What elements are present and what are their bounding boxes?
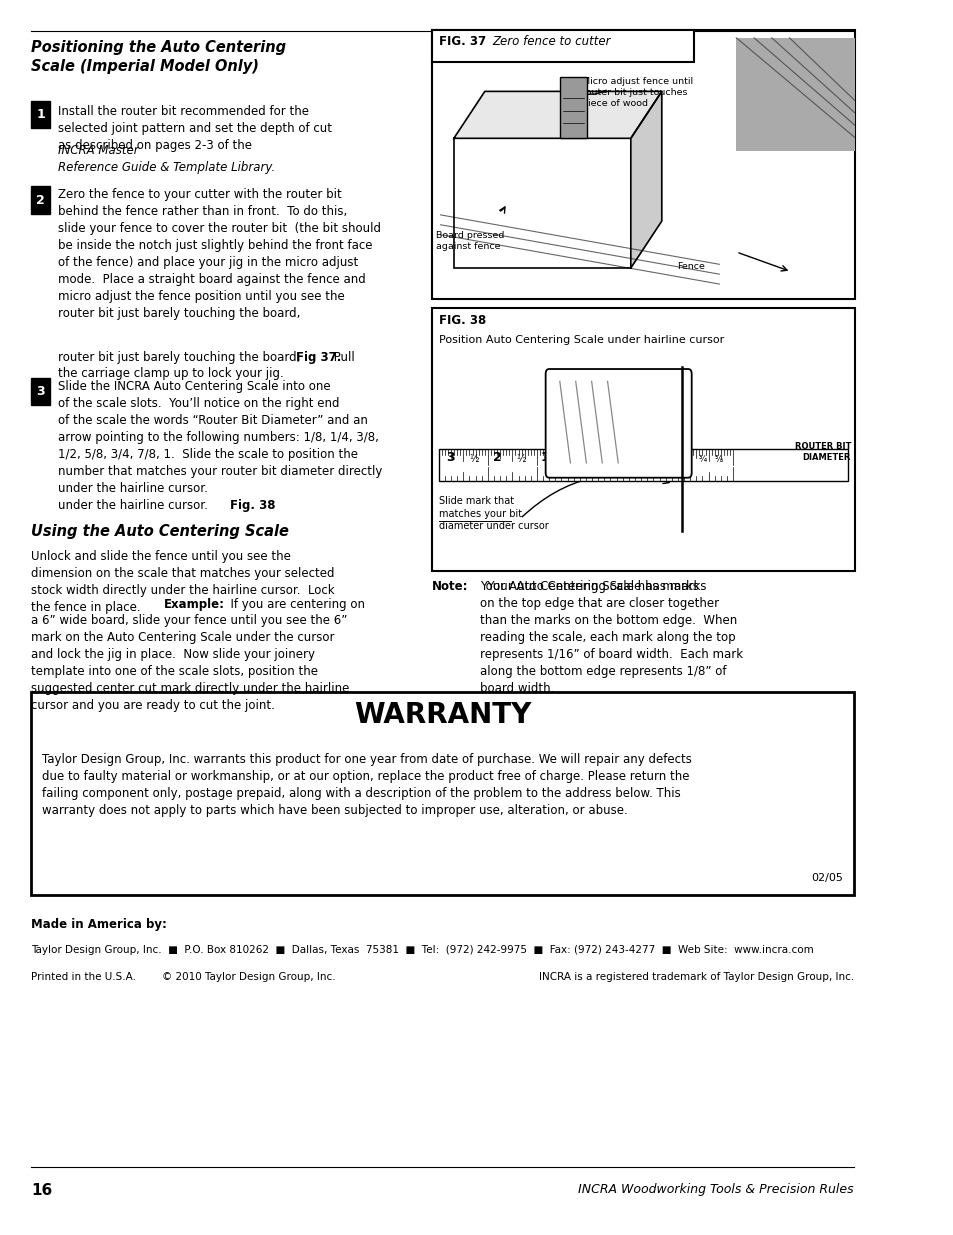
Bar <box>30 692 853 895</box>
Text: 3: 3 <box>446 451 455 464</box>
Text: 1: 1 <box>36 109 45 121</box>
Text: 2: 2 <box>493 451 501 464</box>
Text: INCRA Master
Reference Guide & Template Library.: INCRA Master Reference Guide & Template … <box>57 144 274 174</box>
Text: Example:: Example: <box>164 598 225 611</box>
Text: the carriage clamp up to lock your jig.: the carriage clamp up to lock your jig. <box>57 367 283 380</box>
Text: ½: ½ <box>469 454 478 464</box>
Bar <box>30 101 51 128</box>
Text: 1: 1 <box>539 451 549 464</box>
Text: FIG. 37: FIG. 37 <box>438 35 485 48</box>
Text: Using the Auto Centering Scale: Using the Auto Centering Scale <box>30 524 289 538</box>
Text: Made in America by:: Made in America by: <box>30 918 167 931</box>
Text: router bit just barely touching the board,: router bit just barely touching the boar… <box>57 351 303 364</box>
Bar <box>30 186 51 214</box>
Bar <box>432 30 693 62</box>
Text: Fig. 38: Fig. 38 <box>230 499 275 513</box>
Text: Pull: Pull <box>330 351 355 364</box>
Text: 02/05: 02/05 <box>810 873 842 883</box>
Text: ROUTER BIT
DIAMETER: ROUTER BIT DIAMETER <box>794 442 850 462</box>
Text: Unlock and slide the fence until you see the
dimension on the scale that matches: Unlock and slide the fence until you see… <box>30 550 335 614</box>
Text: Taylor Design Group, Inc. warrants this product for one year from date of purcha: Taylor Design Group, Inc. warrants this … <box>42 753 691 818</box>
Text: INCRA Woodworking Tools & Precision Rules: INCRA Woodworking Tools & Precision Rule… <box>578 1183 853 1197</box>
Text: Positioning the Auto Centering
Scale (Imperial Model Only): Positioning the Auto Centering Scale (Im… <box>30 40 286 74</box>
Bar <box>30 378 51 405</box>
Bar <box>438 450 846 482</box>
Polygon shape <box>454 91 661 138</box>
Text: Fig 37.: Fig 37. <box>296 351 341 364</box>
Text: 2: 2 <box>36 194 45 206</box>
Text: Position Auto Centering Scale under hairline cursor: Position Auto Centering Scale under hair… <box>438 335 723 345</box>
Text: Taylor Design Group, Inc.  ■  P.O. Box 810262  ■  Dallas, Texas  75381  ■  Tel: : Taylor Design Group, Inc. ■ P.O. Box 810… <box>30 945 813 955</box>
Text: Zero fence to cutter: Zero fence to cutter <box>492 35 610 48</box>
Text: 3: 3 <box>36 385 45 398</box>
Text: FIG. 38: FIG. 38 <box>438 314 486 327</box>
Text: ¾: ¾ <box>698 456 706 464</box>
Bar <box>454 138 630 268</box>
Text: ⅛: ⅛ <box>661 456 669 464</box>
Text: Your Auto Centering Scale has marks: Your Auto Centering Scale has marks <box>480 580 706 594</box>
Text: Micro adjust fence until
router bit just touches
piece of wood: Micro adjust fence until router bit just… <box>581 77 693 107</box>
Text: Note:: Note: <box>432 580 468 594</box>
Text: If you are centering on: If you are centering on <box>223 598 365 611</box>
Text: Board pressed
against fence: Board pressed against fence <box>436 231 504 251</box>
Bar <box>432 30 854 299</box>
Text: 16: 16 <box>30 1183 52 1198</box>
Text: ⅝: ⅝ <box>714 456 722 464</box>
Text: ½: ½ <box>639 456 646 464</box>
Text: Zero the fence to your cutter with the router bit
behind the fence rather than i: Zero the fence to your cutter with the r… <box>57 188 380 320</box>
Text: INCRA is a registered trademark of Taylor Design Group, Inc.: INCRA is a registered trademark of Taylo… <box>537 972 853 982</box>
Text: Install the router bit recommended for the
selected joint pattern and set the de: Install the router bit recommended for t… <box>57 105 331 152</box>
Text: ½: ½ <box>516 454 525 464</box>
Text: ⅜: ⅜ <box>679 456 687 464</box>
Bar <box>432 308 854 571</box>
Text: Fence: Fence <box>677 262 704 270</box>
Text: under the hairline cursor.: under the hairline cursor. <box>57 499 214 513</box>
Polygon shape <box>630 91 661 268</box>
Text: Your Auto Centering Scale has marks
on the top edge that are closer together
tha: Your Auto Centering Scale has marks on t… <box>480 580 742 695</box>
Bar <box>559 77 586 138</box>
Text: WARRANTY: WARRANTY <box>354 701 531 730</box>
Bar <box>736 38 854 151</box>
Text: Slide the INCRA Auto Centering Scale into one
of the scale slots.  You’ll notice: Slide the INCRA Auto Centering Scale int… <box>57 380 381 495</box>
Text: Slide mark that
matches your bit
diameter under cursor: Slide mark that matches your bit diamete… <box>438 496 548 531</box>
Text: a 6” wide board, slide your fence until you see the 6”
mark on the Auto Centerin: a 6” wide board, slide your fence until … <box>30 614 349 711</box>
FancyBboxPatch shape <box>545 369 691 478</box>
Text: Printed in the U.S.A.        © 2010 Taylor Design Group, Inc.: Printed in the U.S.A. © 2010 Taylor Desi… <box>30 972 335 982</box>
